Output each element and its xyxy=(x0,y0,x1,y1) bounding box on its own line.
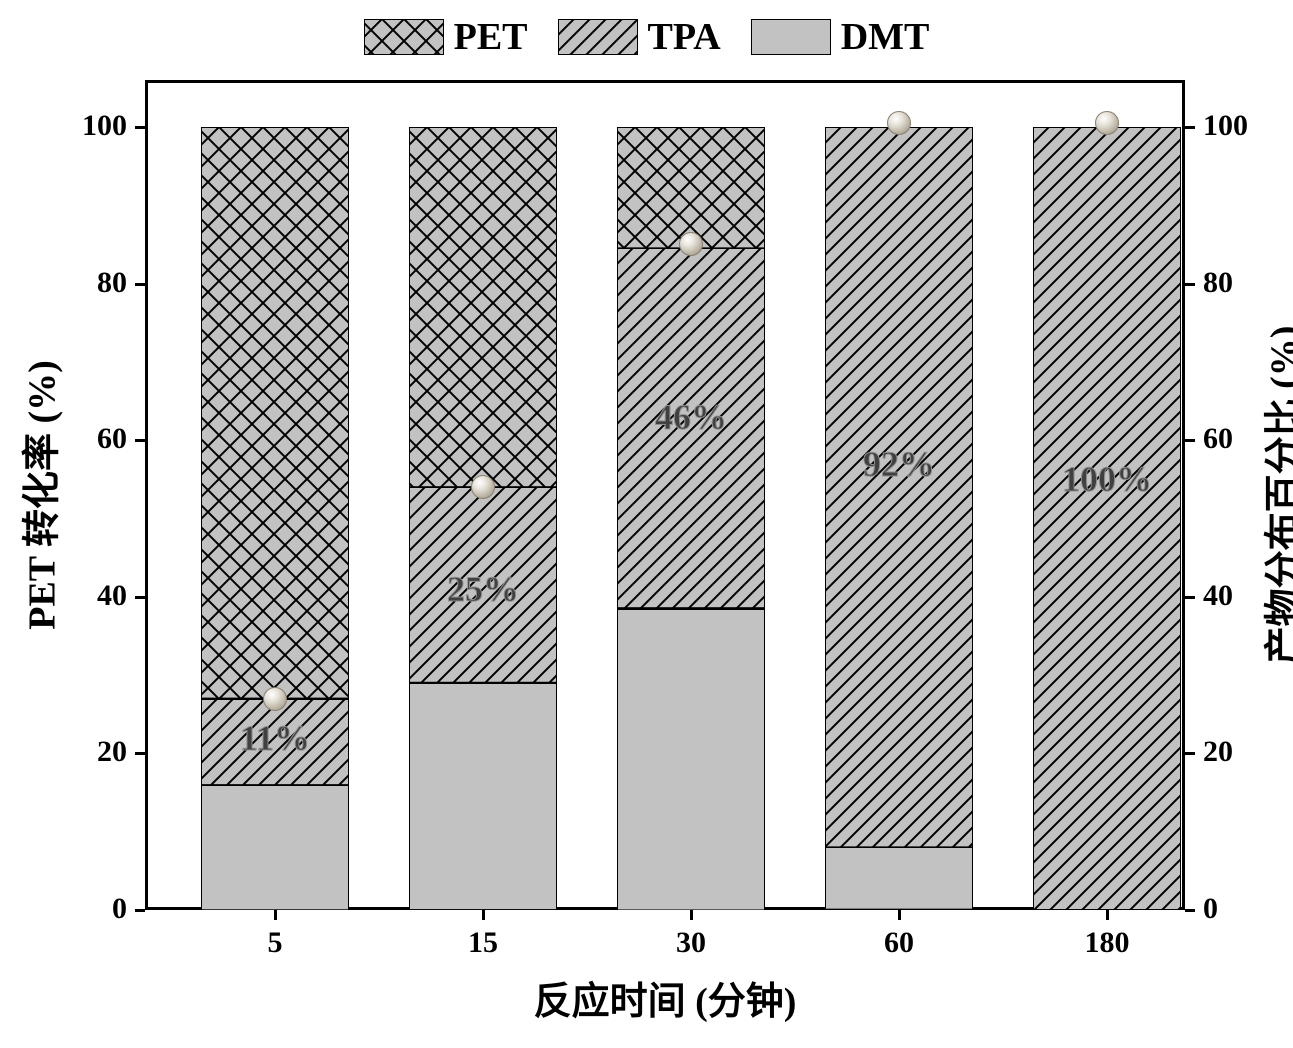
y-left-tick xyxy=(135,752,145,755)
legend-label-tpa: TPA xyxy=(648,15,721,59)
legend-label-pet: PET xyxy=(454,15,528,59)
y-right-tick-label: 100 xyxy=(1203,109,1248,143)
bar-data-label: 25% xyxy=(447,568,519,610)
x-tick xyxy=(898,910,901,920)
legend: PET TPA DMT xyxy=(0,15,1293,59)
x-tick-label: 30 xyxy=(676,926,706,960)
y-left-tick-label: 0 xyxy=(112,892,127,926)
y-left-tick-label: 60 xyxy=(97,422,127,456)
bar-segment-tpa xyxy=(1033,127,1181,910)
y-left-tick-label: 40 xyxy=(97,579,127,613)
y-left-tick xyxy=(135,439,145,442)
plot-area: 11% 25% 46% 92% 100% xyxy=(145,80,1185,910)
y-right-tick-label: 20 xyxy=(1203,735,1233,769)
legend-swatch-pet xyxy=(364,19,444,55)
y-right-tick xyxy=(1185,596,1195,599)
y-left-tick xyxy=(135,596,145,599)
x-tick xyxy=(274,910,277,920)
chart-container: PET TPA DMT 11% 25% 46% 92% 100% PET 转化率 (%)… xyxy=(0,0,1293,1048)
y-left-tick xyxy=(135,283,145,286)
legend-swatch-dmt xyxy=(751,19,831,55)
y-right-tick xyxy=(1185,752,1195,755)
bar-group xyxy=(1033,127,1181,910)
x-axis-title: 反应时间 (分钟) xyxy=(534,970,797,1025)
y-right-tick-label: 0 xyxy=(1203,892,1218,926)
axis-line xyxy=(145,80,148,910)
legend-swatch-tpa xyxy=(558,19,638,55)
bar-segment-pet xyxy=(409,127,557,487)
y-right-tick xyxy=(1185,439,1195,442)
y-left-axis-title: PET 转化率 (%) xyxy=(11,360,66,630)
bar-segment-dmt xyxy=(201,785,349,910)
axis-line xyxy=(1182,80,1185,910)
bar-segment-pet xyxy=(617,127,765,248)
y-right-tick xyxy=(1185,126,1195,129)
y-right-tick-label: 60 xyxy=(1203,422,1233,456)
bar-segment-dmt xyxy=(825,847,973,910)
x-tick-label: 5 xyxy=(268,926,283,960)
axis-line xyxy=(145,80,1185,83)
y-left-tick xyxy=(135,909,145,912)
x-tick-label: 60 xyxy=(884,926,914,960)
x-tick-label: 15 xyxy=(468,926,498,960)
bar-data-label: 100% xyxy=(1062,458,1152,500)
bar-data-label: 92% xyxy=(863,443,935,485)
y-left-tick-label: 80 xyxy=(97,266,127,300)
legend-item-pet: PET xyxy=(364,15,528,59)
y-right-tick xyxy=(1185,283,1195,286)
bar-data-label: 11% xyxy=(240,717,310,759)
x-tick xyxy=(690,910,693,920)
x-tick-label: 180 xyxy=(1085,926,1130,960)
bar-data-label: 46% xyxy=(655,396,727,438)
conversion-marker xyxy=(263,687,287,711)
y-right-axis-title: 产物分布百分比 (%) xyxy=(1253,326,1293,665)
bar-segment-dmt xyxy=(617,609,765,910)
x-tick xyxy=(482,910,485,920)
y-left-tick-label: 100 xyxy=(82,109,127,143)
bar-group xyxy=(825,127,973,910)
y-left-tick-label: 20 xyxy=(97,735,127,769)
bar-segment-dmt xyxy=(409,683,557,910)
bar-group xyxy=(409,127,557,910)
conversion-marker xyxy=(1095,111,1119,135)
y-left-tick xyxy=(135,126,145,129)
y-right-tick xyxy=(1185,909,1195,912)
y-right-tick-label: 80 xyxy=(1203,266,1233,300)
bar-group xyxy=(201,127,349,910)
y-right-tick-label: 40 xyxy=(1203,579,1233,613)
bar-segment-tpa xyxy=(825,127,973,847)
conversion-marker xyxy=(679,232,703,256)
conversion-marker xyxy=(471,475,495,499)
legend-item-dmt: DMT xyxy=(751,15,930,59)
bar-segment-pet xyxy=(201,127,349,699)
legend-label-dmt: DMT xyxy=(841,15,930,59)
legend-item-tpa: TPA xyxy=(558,15,721,59)
x-tick xyxy=(1106,910,1109,920)
conversion-marker xyxy=(887,111,911,135)
